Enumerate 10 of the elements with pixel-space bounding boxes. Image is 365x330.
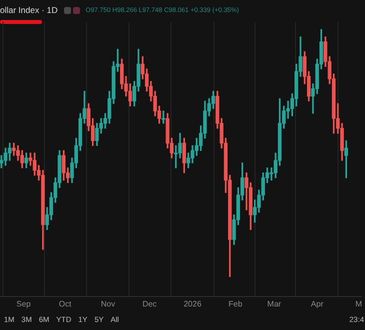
x-tick-label: Nov: [100, 299, 116, 308]
x-tick-label: Mar: [267, 299, 282, 308]
x-tick-label: Oct: [58, 299, 72, 308]
chart-title: ollar Index · 1D: [0, 5, 58, 15]
x-tick-label: M: [355, 299, 362, 308]
x-tick-label: Dec: [142, 299, 157, 308]
x-tick-label: 2026: [184, 299, 202, 308]
x-tick-label: Apr: [310, 299, 324, 308]
x-tick-label: Sep: [16, 299, 32, 308]
x-tick-label: Feb: [228, 299, 243, 308]
